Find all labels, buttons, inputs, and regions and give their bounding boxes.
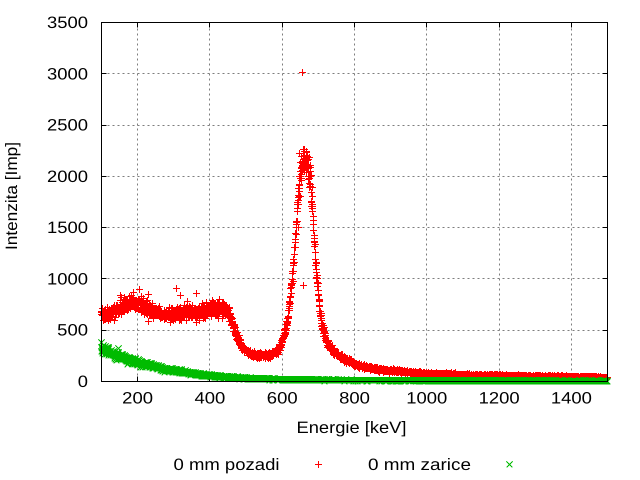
- svg-text:200: 200: [122, 390, 153, 408]
- svg-text:0 mm pozadi: 0 mm pozadi: [174, 456, 280, 474]
- svg-text:1400: 1400: [551, 390, 592, 408]
- svg-text:Intenzita [Imp]: Intenzita [Imp]: [3, 142, 21, 250]
- svg-text:3500: 3500: [47, 14, 88, 32]
- svg-text:1000: 1000: [406, 390, 447, 408]
- svg-text:0 mm zarice: 0 mm zarice: [368, 456, 471, 474]
- svg-text:600: 600: [267, 390, 298, 408]
- svg-text:0: 0: [78, 373, 88, 391]
- svg-text:800: 800: [339, 390, 370, 408]
- svg-text:1500: 1500: [47, 219, 88, 237]
- svg-text:2000: 2000: [47, 168, 88, 186]
- svg-text:400: 400: [195, 390, 226, 408]
- svg-text:1200: 1200: [479, 390, 520, 408]
- svg-text:500: 500: [57, 322, 88, 340]
- svg-text:1000: 1000: [47, 270, 88, 288]
- svg-text:3000: 3000: [47, 65, 88, 83]
- svg-text:Energie [keV]: Energie [keV]: [297, 419, 407, 437]
- svg-text:2500: 2500: [47, 117, 88, 135]
